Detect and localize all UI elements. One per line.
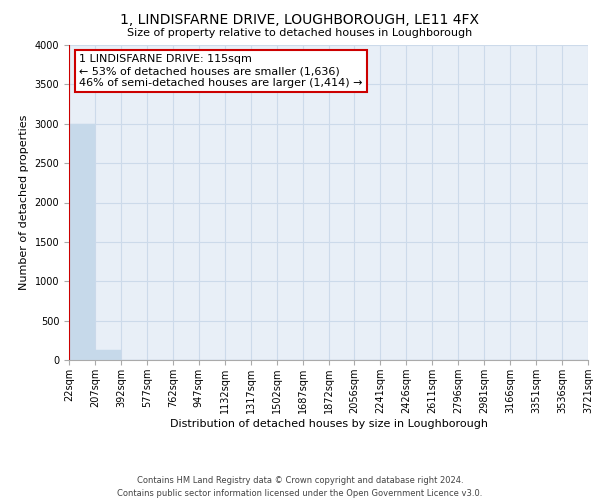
Text: Size of property relative to detached houses in Loughborough: Size of property relative to detached ho… [127,28,473,38]
Bar [69,124,95,360]
Y-axis label: Number of detached properties: Number of detached properties [19,115,29,290]
Text: 1, LINDISFARNE DRIVE, LOUGHBOROUGH, LE11 4FX: 1, LINDISFARNE DRIVE, LOUGHBOROUGH, LE11… [121,12,479,26]
Text: 1 LINDISFARNE DRIVE: 115sqm
← 53% of detached houses are smaller (1,636)
46% of : 1 LINDISFARNE DRIVE: 115sqm ← 53% of det… [79,54,363,88]
X-axis label: Distribution of detached houses by size in Loughborough: Distribution of detached houses by size … [170,418,487,428]
Bar [95,350,121,360]
Text: Contains HM Land Registry data © Crown copyright and database right 2024.
Contai: Contains HM Land Registry data © Crown c… [118,476,482,498]
